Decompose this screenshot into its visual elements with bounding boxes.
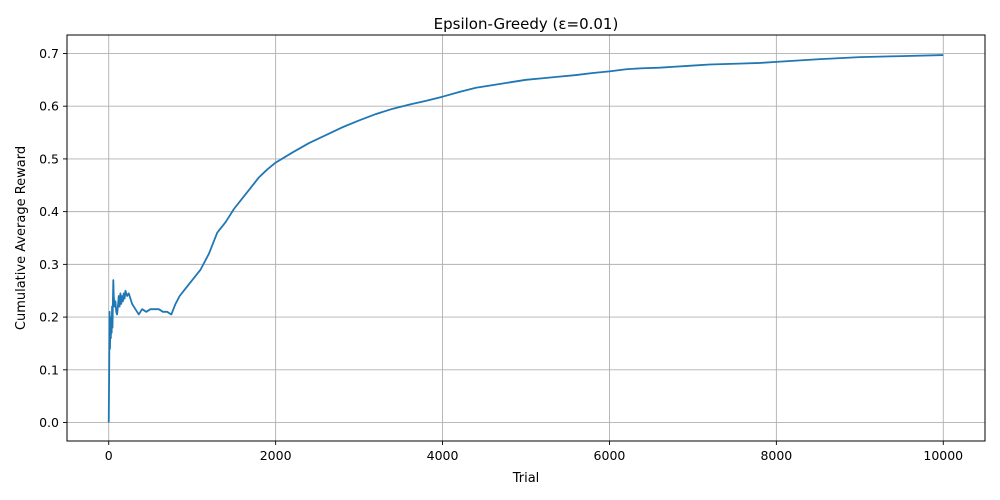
y-tick-label: 0.3 — [39, 257, 59, 272]
y-tick-label: 0.4 — [39, 204, 59, 219]
x-axis-label: Trial — [512, 471, 540, 486]
x-tick-label: 6000 — [594, 448, 626, 463]
y-tick-label: 0.5 — [39, 151, 59, 166]
grid-layer — [67, 35, 985, 441]
x-tick-label: 4000 — [427, 448, 459, 463]
y-tick-label: 0.1 — [39, 362, 59, 377]
chart-title: Epsilon-Greedy (ε=0.01) — [434, 15, 619, 33]
x-tick-label: 2000 — [260, 448, 292, 463]
tick-layer: 0 2000 4000 6000 8000 10000 0.0 0.1 0.2 0.3 0.4 0.5… — [39, 46, 963, 463]
y-tick-label: 0.2 — [39, 310, 59, 325]
y-tick-label: 0.6 — [39, 99, 59, 114]
series-line — [107, 54, 944, 423]
y-axis-label: Cumulative Average Reward — [14, 146, 29, 330]
line-layer — [107, 54, 944, 423]
plot-frame — [66, 34, 986, 442]
x-tick-label: 0 — [105, 448, 113, 463]
y-tick-label: 0.7 — [39, 46, 59, 61]
x-tick-label: 10000 — [923, 448, 963, 463]
x-tick-label: 8000 — [760, 448, 792, 463]
y-tick-label: 0.0 — [39, 415, 59, 430]
